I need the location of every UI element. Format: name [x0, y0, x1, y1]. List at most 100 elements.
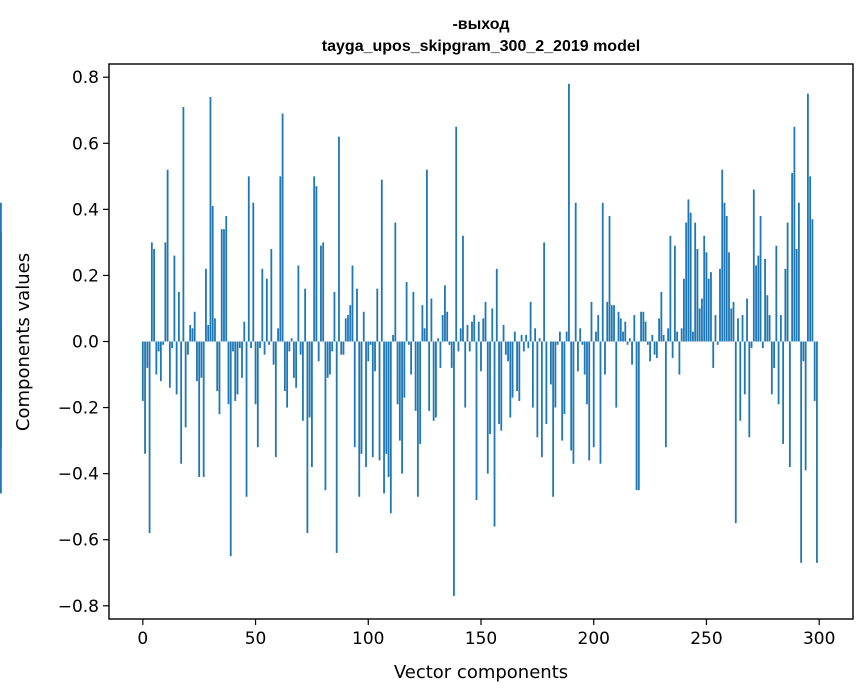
bar [396, 341, 399, 405]
bar [791, 173, 794, 342]
bar [279, 176, 282, 342]
bar [678, 341, 681, 375]
bar [392, 334, 394, 342]
bar [653, 341, 656, 355]
bar [216, 341, 219, 392]
bar [241, 341, 243, 378]
bar [680, 328, 683, 342]
bar [676, 331, 679, 342]
bar [755, 265, 757, 342]
bar [256, 341, 259, 448]
bar [182, 106, 185, 342]
bar [775, 245, 778, 342]
bar [378, 341, 381, 461]
bar [615, 341, 618, 408]
bar [457, 341, 460, 352]
bar [263, 341, 266, 355]
bar [624, 321, 627, 342]
bar [516, 341, 518, 392]
bar [748, 341, 751, 438]
bar [153, 249, 155, 342]
bar [511, 341, 514, 398]
bar [797, 202, 800, 342]
bar [696, 249, 699, 342]
bar [728, 252, 730, 342]
bar [804, 341, 807, 471]
y-tick-label: −0.6 [58, 531, 99, 551]
bar [698, 308, 701, 342]
bar [207, 324, 210, 342]
bar [757, 255, 760, 342]
bar [437, 338, 440, 342]
bar [683, 278, 685, 342]
bar [545, 341, 548, 425]
bar [694, 222, 697, 342]
bar [788, 341, 791, 468]
bar [635, 341, 638, 491]
bar [741, 315, 744, 342]
bar [773, 341, 775, 368]
bar [604, 341, 606, 375]
bar [265, 278, 268, 342]
bar [712, 341, 715, 368]
bar [782, 341, 785, 444]
bar [816, 341, 818, 563]
bar [658, 318, 661, 342]
bar [340, 341, 343, 355]
bar [315, 186, 318, 342]
bar [317, 341, 320, 362]
bar [570, 341, 573, 451]
bar [245, 341, 248, 497]
bar [268, 341, 270, 345]
bar [243, 321, 246, 342]
bar [0, 321, 2, 342]
bar [455, 126, 458, 342]
bar [450, 341, 453, 368]
bar [588, 341, 591, 461]
bar [223, 229, 225, 342]
bar [552, 341, 555, 497]
bar [525, 334, 527, 342]
bar [311, 341, 313, 468]
bar [324, 341, 327, 491]
bar [493, 341, 496, 527]
bar [468, 341, 471, 352]
bar [495, 268, 498, 342]
bar [687, 199, 690, 342]
bar [398, 341, 401, 441]
bar [333, 291, 336, 342]
bar [538, 338, 541, 342]
bar [622, 331, 624, 342]
bar [214, 318, 216, 342]
bar [383, 341, 385, 494]
bar [813, 341, 816, 401]
bar [784, 268, 787, 342]
bar [626, 341, 629, 345]
bar [793, 126, 796, 342]
bar [387, 341, 390, 477]
bar [809, 176, 812, 342]
bar [579, 328, 582, 342]
bar [270, 249, 273, 342]
bar [759, 215, 762, 342]
bar [200, 341, 203, 378]
y-tick-label: −0.4 [58, 465, 99, 485]
bar [299, 341, 302, 355]
bar [277, 328, 279, 342]
bar [407, 341, 410, 345]
y-tick-label: −0.8 [58, 597, 99, 617]
bar [187, 341, 189, 355]
bar [644, 321, 647, 342]
bar [416, 341, 419, 497]
bar [374, 341, 376, 372]
bar [556, 341, 559, 345]
bar [628, 338, 631, 342]
chart-title-line-1: -выход [452, 16, 509, 33]
bar [482, 318, 485, 342]
bar [254, 341, 257, 405]
bar [421, 305, 424, 342]
chart-title: -выход tayga_upos_skipgram_300_2_2019 mo… [322, 16, 640, 55]
bar [795, 249, 798, 342]
bar [522, 341, 525, 352]
bar [802, 341, 805, 362]
